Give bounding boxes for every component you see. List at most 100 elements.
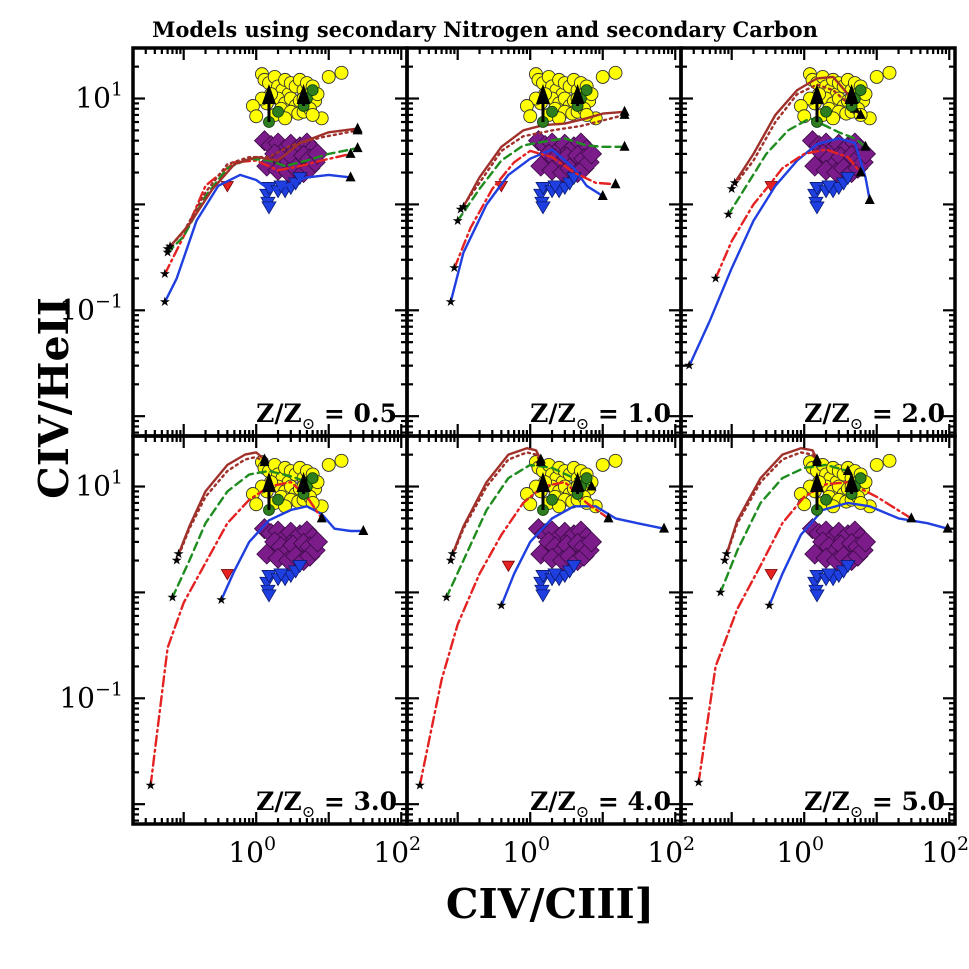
y-tick-label: 101	[75, 79, 123, 115]
green-circle-marker	[272, 493, 284, 506]
model-curve-red	[697, 480, 913, 784]
blue-triangle-marker	[535, 201, 551, 215]
curve-start-star-marker: ★	[449, 261, 461, 276]
curve-end-triangle-marker	[842, 465, 853, 476]
red-triangle-marker	[501, 560, 516, 573]
yellow-circle-marker	[249, 497, 264, 512]
green-circle-marker	[580, 84, 593, 97]
blue-triangle-marker	[809, 201, 825, 215]
purple-diamond-marker	[854, 531, 877, 553]
curve-start-star-marker: ★	[447, 547, 459, 562]
curve-start-star-marker: ★	[452, 214, 464, 229]
model-curve-red	[453, 149, 617, 270]
green-circle-marker	[854, 84, 867, 97]
x-tick-label: 102	[921, 833, 969, 869]
upper-limit-arrowhead	[809, 472, 824, 492]
model-curve-blue	[500, 505, 666, 607]
model-curve-blue	[449, 148, 604, 304]
x-tick-label: 100	[502, 833, 550, 869]
model-curve-darkgreen	[719, 463, 850, 594]
curve-start-star-marker: ★	[162, 242, 174, 257]
x-tick-label: 102	[647, 833, 695, 869]
purple-diamond-marker	[580, 531, 603, 553]
x-axis-label: CIV/CIII]	[446, 880, 654, 928]
blue-triangle-marker	[821, 180, 837, 194]
model-curve-blue	[163, 173, 352, 304]
curve-start-star-marker: ★	[167, 590, 179, 605]
curve-end-triangle-marker	[906, 512, 917, 523]
green-circle-marker	[854, 472, 867, 485]
curve-start-star-marker: ★	[173, 547, 185, 562]
curve-start-star-marker: ★	[693, 776, 705, 791]
curve-start-star-marker: ★	[726, 182, 738, 197]
curve-end-triangle-marker	[855, 108, 866, 119]
blue-triangle-marker	[547, 180, 563, 194]
yellow-circle-marker	[797, 497, 812, 512]
yellow-circle-marker	[853, 495, 868, 510]
blue-triangle-marker	[821, 568, 837, 582]
curve-end-triangle-marker	[345, 147, 356, 158]
purple-diamond-marker	[580, 143, 603, 165]
plot-area: ★★★★★	[145, 451, 369, 794]
model-curve-brown	[168, 127, 359, 248]
panel-metallicity-label: Z/Z⊙ = 2.0	[804, 399, 945, 433]
curve-start-star-marker: ★	[683, 359, 695, 374]
yellow-circle-marker	[321, 457, 336, 472]
curve-end-triangle-marker	[586, 480, 597, 491]
yellow-circle-marker	[334, 65, 349, 80]
curve-start-star-marker: ★	[729, 176, 741, 191]
curve-end-triangle-marker	[619, 105, 630, 116]
blue-triangle-marker	[292, 560, 308, 574]
curve-end-triangle-marker	[864, 194, 875, 205]
curve-end-triangle-marker	[619, 140, 630, 151]
upper-limit-arrowhead	[296, 472, 311, 492]
upper-limit-arrowhead	[535, 84, 550, 104]
panel-metallicity-label: Z/Z⊙ = 3.0	[256, 787, 397, 821]
curve-start-star-marker: ★	[763, 599, 775, 614]
yellow-circle-marker	[869, 457, 884, 472]
model-curve-brown	[733, 75, 857, 184]
y-tick-label: 101	[75, 467, 123, 503]
panel-metallicity-label: Z/Z⊙ = 0.5	[256, 399, 397, 433]
panel-metallicity-label: Z/Z⊙ = 5.0	[804, 787, 945, 821]
curve-start-star-marker: ★	[164, 240, 176, 255]
curve-start-star-marker: ★	[145, 779, 157, 794]
plot-area: ★★★★★	[693, 447, 953, 791]
yellow-circle-marker	[523, 109, 538, 124]
curve-start-star-marker: ★	[414, 779, 426, 794]
yellow-circle-marker	[608, 65, 623, 80]
red-triangle-marker	[764, 569, 778, 581]
curve-start-star-marker: ★	[455, 202, 467, 217]
curve-start-star-marker: ★	[162, 246, 174, 261]
blue-triangle-marker	[809, 589, 825, 603]
figure-title: Models using secondary Nitrogen and seco…	[152, 17, 818, 42]
upper-limit-arrowhead	[535, 472, 550, 492]
model-curve-brown	[723, 451, 819, 562]
model-curve-darkgreen	[727, 117, 867, 216]
curve-end-triangle-marker	[603, 512, 614, 523]
green-circle-marker	[546, 105, 558, 118]
model-curve-brown	[449, 451, 542, 562]
curve-start-star-marker: ★	[710, 271, 722, 286]
blue-triangle-marker	[547, 568, 563, 582]
model-curve-brown	[451, 447, 542, 556]
blue-triangle-marker	[273, 568, 289, 582]
upper-limit-arrowhead	[809, 84, 824, 104]
curve-start-star-marker: ★	[441, 590, 453, 605]
curve-end-triangle-marker	[597, 190, 608, 201]
curve-end-triangle-marker	[811, 453, 822, 464]
curve-end-triangle-marker	[860, 140, 871, 151]
curve-end-triangle-marker	[352, 142, 363, 153]
model-curve-blue	[688, 137, 871, 367]
plot-area: ★★★★★	[414, 447, 670, 794]
blue-triangle-marker	[535, 589, 551, 603]
curve-end-triangle-marker	[352, 122, 363, 133]
model-curve-blue	[220, 505, 365, 602]
x-tick-label: 100	[228, 833, 276, 869]
green-circle-marker	[546, 493, 558, 506]
y-tick-label: 10−1	[59, 290, 123, 326]
red-triangle-marker	[220, 569, 235, 581]
curve-end-triangle-marker	[659, 522, 670, 533]
